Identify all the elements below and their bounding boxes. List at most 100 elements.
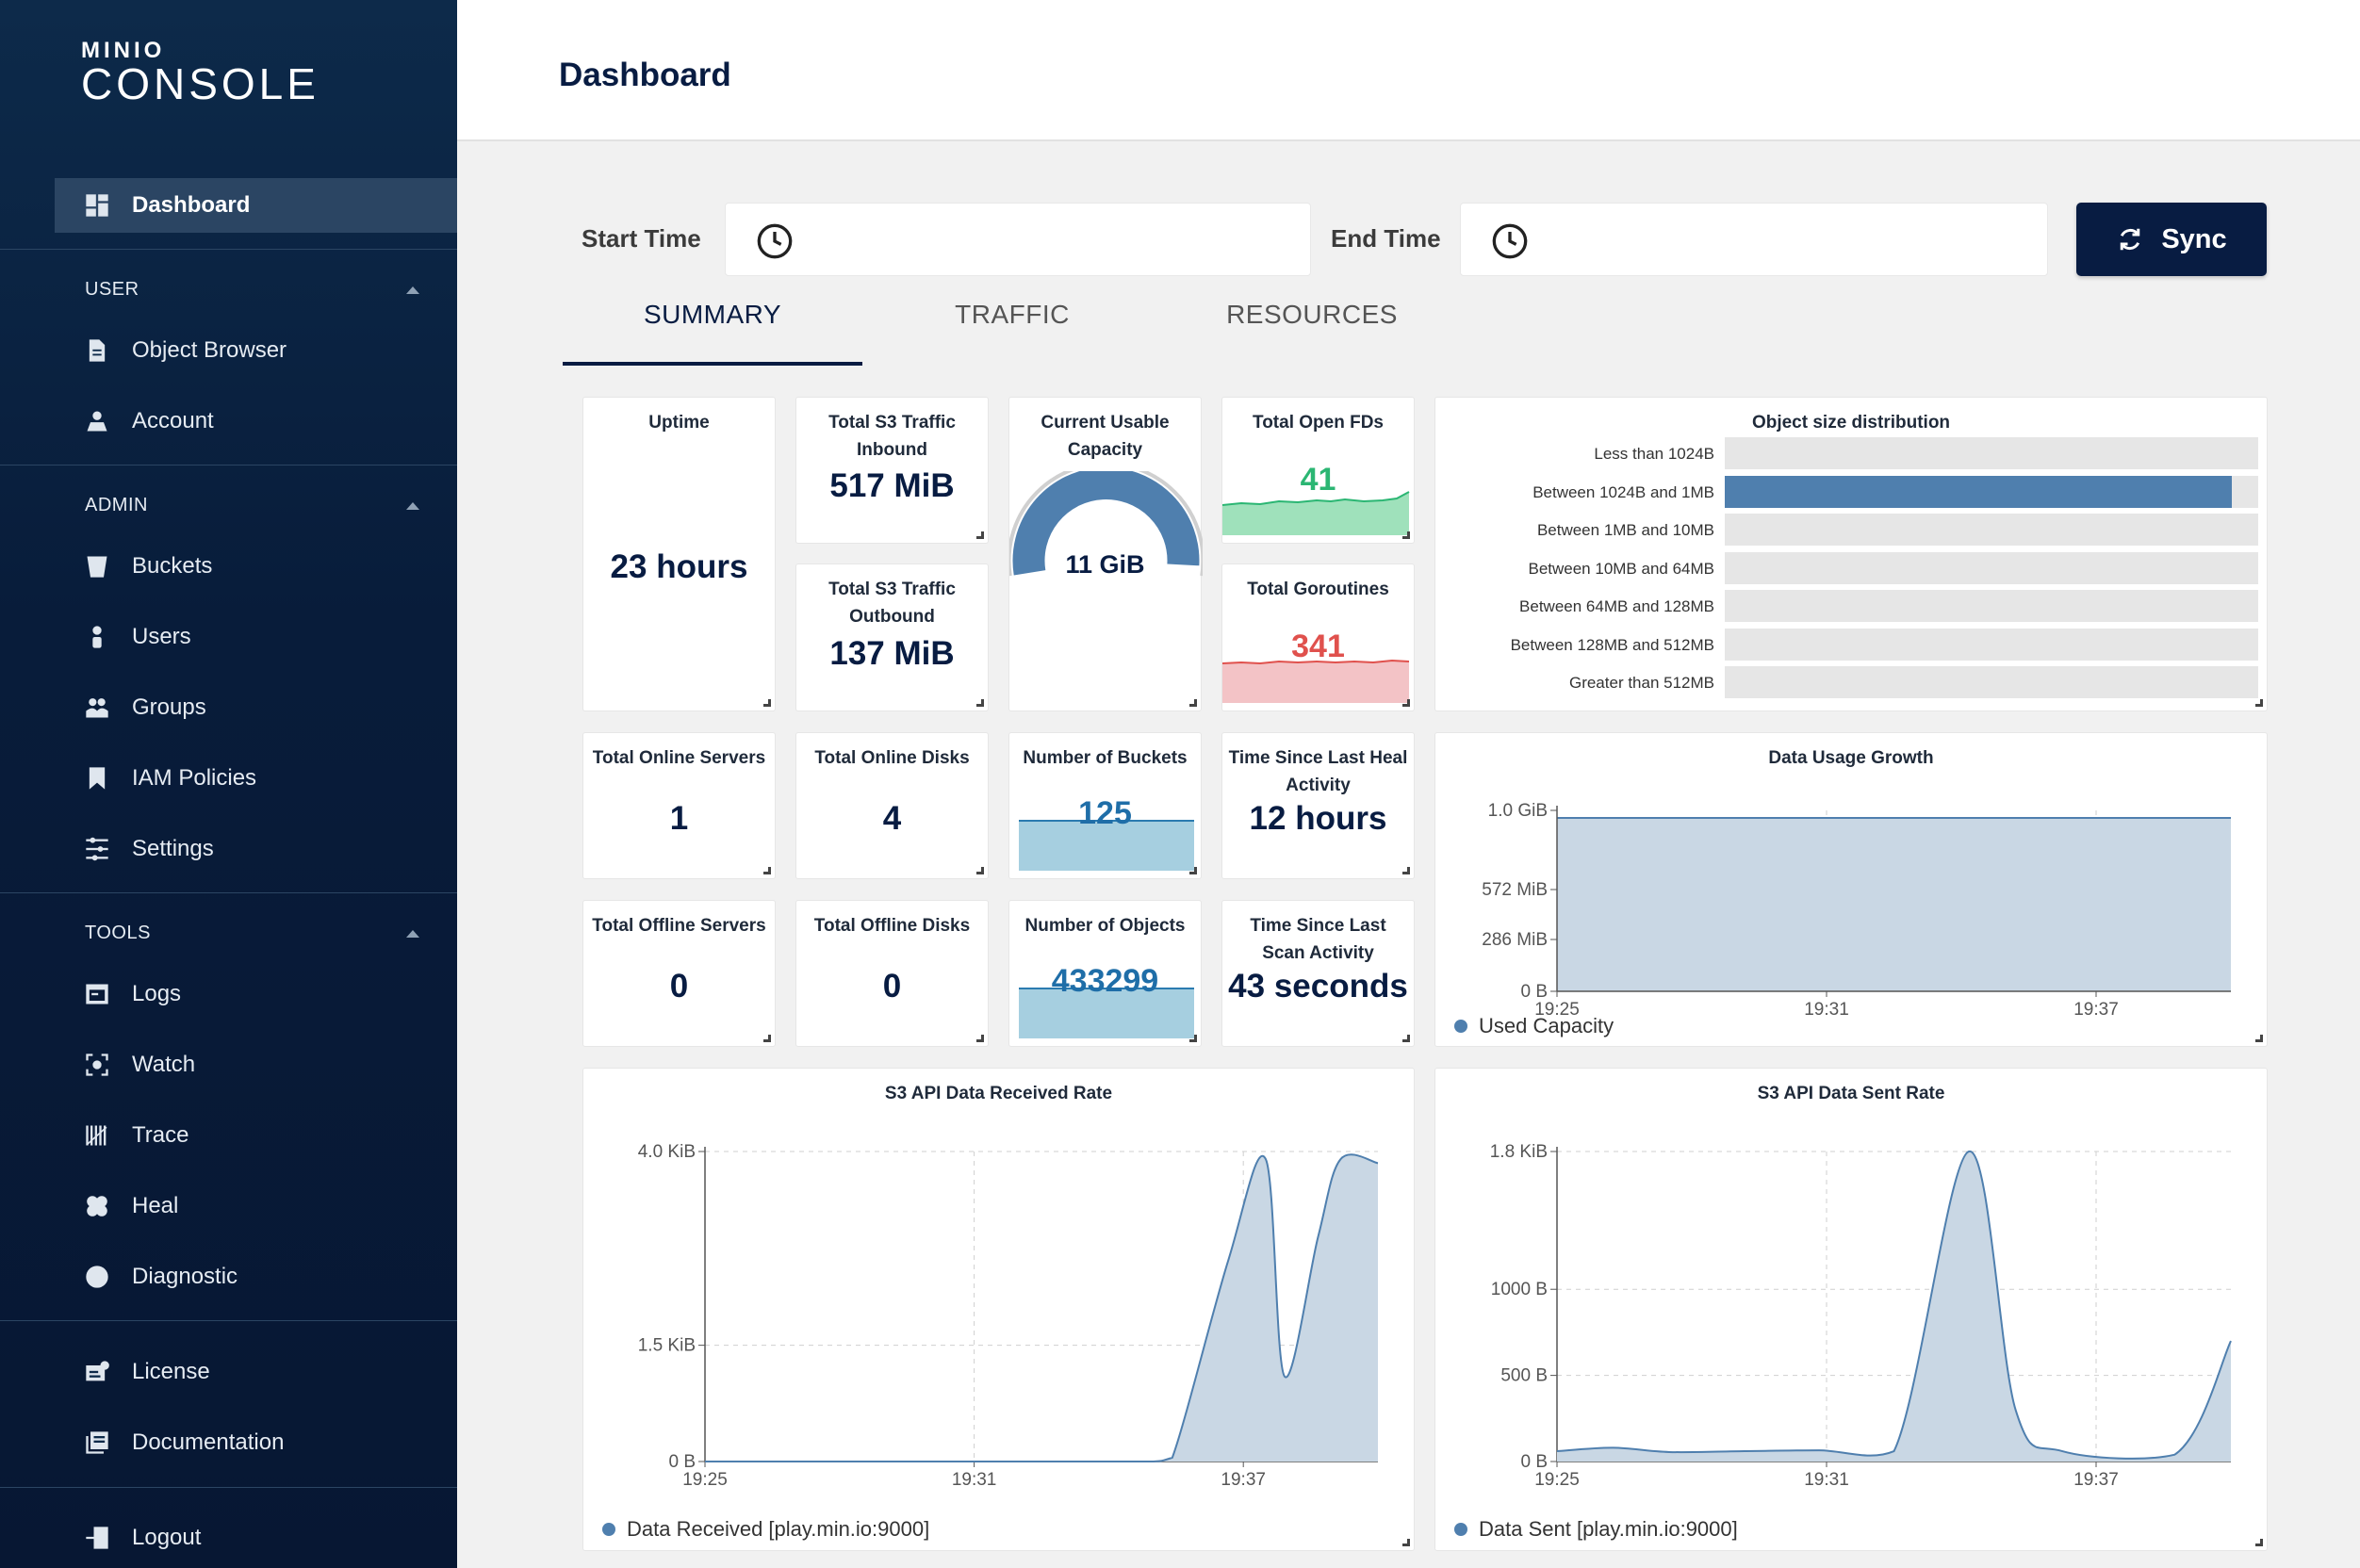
sidebar-item-settings[interactable]: Settings bbox=[55, 822, 457, 876]
sidebar-item-users[interactable]: Users bbox=[55, 610, 457, 664]
offline-disks-card: Total Offline Disks 0 bbox=[795, 900, 989, 1047]
start-time-input[interactable] bbox=[725, 203, 1311, 276]
data-usage-growth-chart: 0 B 286 MiB 572 MiB 1.0 GiB 19:25 19:31 19:37 bbox=[1482, 801, 2231, 1020]
data-usage-growth-card: Data Usage Growth 0 B 286 MiB 572 MiB 1.0 G… bbox=[1434, 732, 2268, 1047]
y-tick-label: 0 B bbox=[1520, 982, 1548, 1002]
sync-label: Sync bbox=[2161, 223, 2227, 254]
sync-button[interactable]: Sync bbox=[2076, 203, 2267, 276]
sidebar-item-label: Object Browser bbox=[132, 337, 287, 363]
tab-label: TRAFFIC bbox=[955, 300, 1070, 329]
card-title: Total Open FDs bbox=[1253, 413, 1384, 433]
clock-icon[interactable] bbox=[756, 222, 794, 260]
section-tools[interactable]: TOOLS bbox=[85, 923, 419, 944]
sidebar-item-trace[interactable]: Trace bbox=[55, 1108, 457, 1163]
resize-handle-icon[interactable] bbox=[2255, 1539, 2263, 1546]
distribution-track bbox=[1725, 666, 2258, 698]
chart-title: S3 API Data Received Rate bbox=[884, 1084, 1113, 1103]
minio-console-logo[interactable]: MINIO CONSOLE bbox=[81, 40, 320, 106]
collapse-caret-icon bbox=[406, 929, 419, 938]
sidebar-divider bbox=[0, 465, 457, 466]
series-area bbox=[705, 1154, 1378, 1462]
card-title: Total Online Disks bbox=[814, 748, 970, 768]
resize-handle-icon[interactable] bbox=[1402, 699, 1410, 707]
sidebar-item-logs[interactable]: Logs bbox=[55, 967, 457, 1021]
resize-handle-icon[interactable] bbox=[1402, 1035, 1410, 1042]
sidebar-item-groups[interactable]: Groups bbox=[55, 680, 457, 735]
sidebar-item-watch[interactable]: Watch bbox=[55, 1037, 457, 1092]
y-tick-label: 286 MiB bbox=[1482, 930, 1548, 950]
account-icon bbox=[83, 407, 111, 435]
distribution-label: Greater than 512MB bbox=[1568, 674, 1714, 692]
series-area bbox=[1557, 1151, 2231, 1462]
last-scan-value: 43 seconds bbox=[1228, 968, 1408, 1004]
online-disks-card: Total Online Disks 4 bbox=[795, 732, 989, 879]
resize-handle-icon[interactable] bbox=[1189, 699, 1197, 707]
distribution-row: Between 1MB and 10MB bbox=[1435, 514, 2265, 546]
y-tick-label: 1000 B bbox=[1491, 1280, 1548, 1299]
sidebar-item-heal[interactable]: Heal bbox=[55, 1179, 457, 1233]
resize-handle-icon[interactable] bbox=[1189, 1035, 1197, 1042]
y-tick-label: 1.0 GiB bbox=[1488, 801, 1548, 821]
resize-handle-icon[interactable] bbox=[1402, 1539, 1410, 1546]
open-fds-sparkline bbox=[1222, 491, 1410, 535]
sidebar-item-diagnostic[interactable]: Diagnostic bbox=[55, 1250, 457, 1304]
resize-handle-icon[interactable] bbox=[1402, 867, 1410, 874]
x-tick-label: 19:25 bbox=[1534, 1000, 1580, 1020]
card-title: Total Offline Disks bbox=[813, 916, 971, 936]
clock-icon[interactable] bbox=[1491, 222, 1529, 260]
sidebar-item-object-browser[interactable]: Object Browser bbox=[55, 323, 457, 378]
tab-traffic[interactable]: TRAFFIC bbox=[862, 300, 1162, 366]
capacity-value: 11 GiB bbox=[1065, 550, 1145, 579]
end-time-input[interactable] bbox=[1460, 203, 2048, 276]
distribution-track bbox=[1725, 628, 2258, 661]
chart-legend: Data Sent [play.min.io:9000] bbox=[1454, 1517, 1738, 1542]
sidebar-item-documentation[interactable]: Documentation bbox=[55, 1415, 457, 1470]
section-title-admin: ADMIN bbox=[85, 495, 148, 515]
sidebar-item-account[interactable]: Account bbox=[55, 394, 457, 449]
y-tick-label: 500 B bbox=[1500, 1366, 1548, 1386]
resize-handle-icon[interactable] bbox=[2255, 699, 2263, 707]
resize-handle-icon[interactable] bbox=[763, 867, 771, 874]
sidebar-item-label: Logout bbox=[132, 1525, 202, 1550]
goroutines-value: 341 bbox=[1291, 629, 1345, 664]
section-admin[interactable]: ADMIN bbox=[85, 495, 419, 516]
sidebar-item-license[interactable]: License bbox=[55, 1345, 457, 1399]
tab-summary[interactable]: SUMMARY bbox=[563, 300, 862, 366]
offline-servers-value: 0 bbox=[669, 968, 689, 1004]
resize-handle-icon[interactable] bbox=[1402, 531, 1410, 539]
y-tick-label: 572 MiB bbox=[1482, 880, 1548, 900]
legend-label: Data Sent [play.min.io:9000] bbox=[1479, 1517, 1738, 1541]
section-user[interactable]: USER bbox=[85, 279, 419, 301]
distribution-row: Less than 1024B bbox=[1435, 437, 2265, 469]
goroutines-card: Total Goroutines 341 bbox=[1221, 564, 1415, 711]
resize-handle-icon[interactable] bbox=[976, 867, 984, 874]
resize-handle-icon[interactable] bbox=[976, 699, 984, 707]
chart-title: S3 API Data Sent Rate bbox=[1757, 1084, 1945, 1103]
distribution-label: Between 1024B and 1MB bbox=[1532, 482, 1714, 501]
resize-handle-icon[interactable] bbox=[763, 1035, 771, 1042]
distribution-label: Between 1MB and 10MB bbox=[1536, 521, 1714, 539]
sidebar-item-iam-policies[interactable]: IAM Policies bbox=[55, 751, 457, 806]
legend-dot bbox=[1454, 1523, 1467, 1536]
x-tick-label: 19:31 bbox=[1804, 1470, 1849, 1490]
gauge-fill bbox=[1012, 471, 1200, 576]
s3-sent-rate-card: S3 API Data Sent Rate 19:25 19:31 19:37 0 B… bbox=[1434, 1068, 2268, 1551]
logo-line1: MINIO bbox=[81, 38, 166, 63]
distribution-row: Between 10MB and 64MB bbox=[1435, 551, 2265, 584]
tab-resources[interactable]: RESOURCES bbox=[1162, 300, 1462, 366]
last-heal-value: 12 hours bbox=[1249, 800, 1387, 837]
resize-handle-icon[interactable] bbox=[2255, 1035, 2263, 1042]
resize-handle-icon[interactable] bbox=[976, 1035, 984, 1042]
resize-handle-icon[interactable] bbox=[976, 531, 984, 539]
resize-handle-icon[interactable] bbox=[1189, 867, 1197, 874]
y-tick-label: 1.5 KiB bbox=[638, 1336, 696, 1356]
sidebar-item-buckets[interactable]: Buckets bbox=[55, 539, 457, 594]
series-area bbox=[1557, 818, 2231, 991]
card-title: Number of Buckets bbox=[1023, 748, 1188, 768]
chart-legend: Data Received [play.min.io:9000] bbox=[602, 1517, 929, 1542]
card-title: Number of Objects bbox=[1024, 916, 1186, 936]
resize-handle-icon[interactable] bbox=[763, 699, 771, 707]
sidebar-item-dashboard[interactable]: Dashboard bbox=[55, 178, 457, 233]
sidebar-item-label: Watch bbox=[132, 1052, 196, 1077]
sidebar-item-logout[interactable]: Logout bbox=[55, 1511, 457, 1565]
